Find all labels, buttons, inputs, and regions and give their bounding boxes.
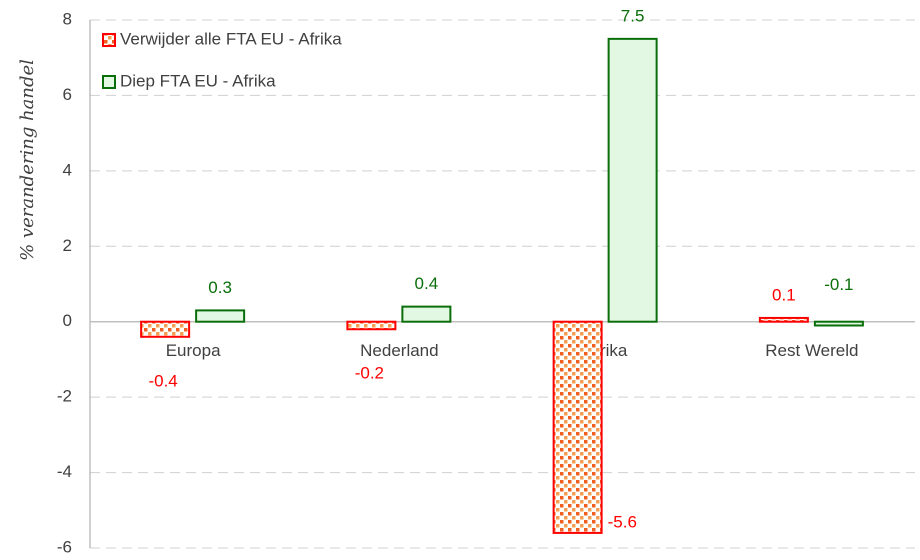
y-tick-label: 8 bbox=[63, 9, 72, 28]
bar bbox=[607, 37, 658, 323]
data-label: 7.5 bbox=[621, 6, 645, 25]
y-tick-label: 4 bbox=[63, 160, 72, 179]
x-tick-label: Nederland bbox=[360, 341, 438, 360]
bar bbox=[140, 320, 191, 338]
y-axis-label: % verandering handel bbox=[17, 59, 38, 261]
y-tick-label: 0 bbox=[63, 311, 72, 330]
data-label: -0.1 bbox=[824, 275, 853, 294]
data-label: -0.4 bbox=[148, 371, 177, 390]
bar bbox=[552, 320, 603, 534]
bar bbox=[813, 320, 864, 327]
data-label: 0.3 bbox=[208, 278, 232, 297]
y-tick-label: -6 bbox=[57, 537, 72, 556]
legend-label: Verwijder alle FTA EU - Afrika bbox=[120, 29, 342, 48]
legend-label: Diep FTA EU - Afrika bbox=[120, 71, 276, 90]
y-tick-label: -4 bbox=[57, 462, 72, 481]
y-tick-label: 6 bbox=[63, 85, 72, 104]
bar bbox=[401, 305, 452, 323]
bar bbox=[758, 316, 809, 323]
data-label: -0.2 bbox=[355, 364, 384, 383]
data-label: 0.4 bbox=[415, 274, 439, 293]
data-label: -5.6 bbox=[608, 512, 637, 531]
bar bbox=[195, 309, 246, 323]
legend-swatch bbox=[102, 75, 116, 89]
y-tick-label: -2 bbox=[57, 387, 72, 406]
y-tick-label: 2 bbox=[63, 236, 72, 255]
legend-swatch bbox=[102, 33, 116, 47]
x-tick-label: Rest Wereld bbox=[765, 341, 858, 360]
x-tick-label: Europa bbox=[166, 341, 221, 360]
data-label: 0.1 bbox=[772, 285, 796, 304]
bar bbox=[346, 320, 397, 331]
